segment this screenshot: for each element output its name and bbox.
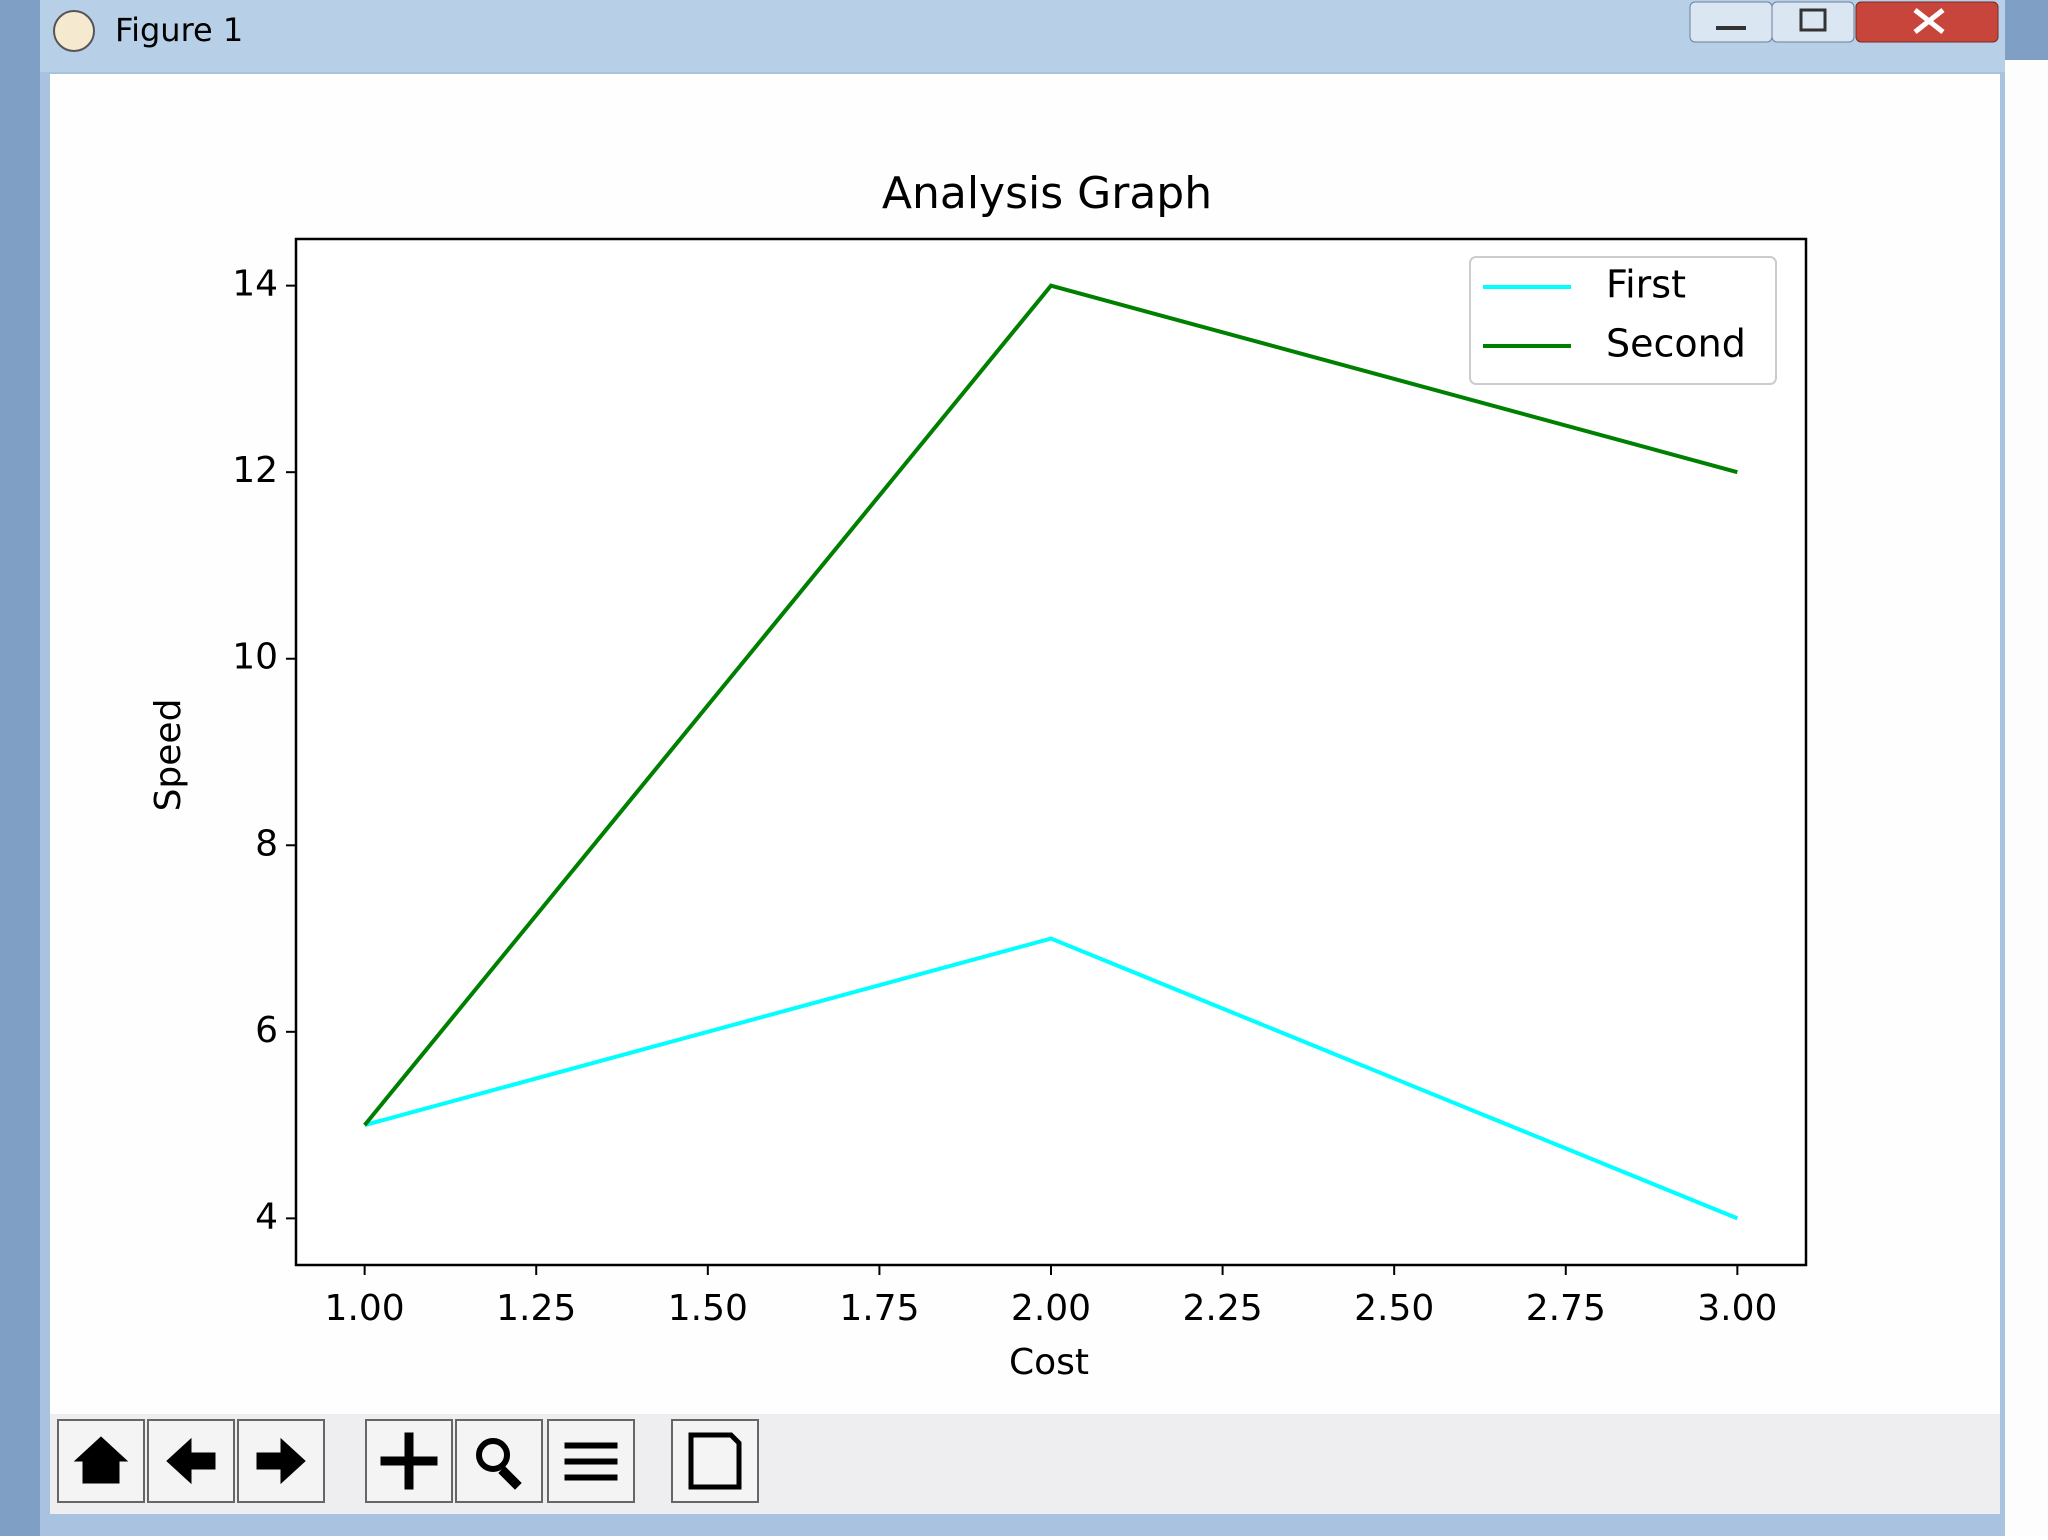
- toolbar: [50, 1414, 2000, 1514]
- x-tick-label: 1.25: [496, 1288, 576, 1329]
- home-icon: [73, 1436, 129, 1484]
- x-tick-label: 2.00: [1011, 1288, 1091, 1329]
- configure-icon: [564, 1442, 618, 1481]
- y-tick-label: 6: [255, 1010, 278, 1051]
- minimize-button[interactable]: [1689, 1, 1773, 43]
- save-icon: [688, 1432, 742, 1490]
- y-tick-label: 10: [232, 637, 278, 678]
- maximize-button[interactable]: [1771, 1, 1855, 43]
- zoom-icon: [498, 1466, 522, 1490]
- close-icon: [1913, 8, 1945, 34]
- title-bar: [40, 0, 2005, 72]
- app-icon: [53, 10, 95, 52]
- line: [363, 283, 1738, 1127]
- x-tick-label: 2.50: [1354, 1288, 1434, 1329]
- maximize-icon: [1799, 8, 1827, 32]
- zoom-button[interactable]: [455, 1419, 543, 1503]
- x-axis-label: Cost: [1009, 1342, 1089, 1383]
- window-title: Figure 1: [115, 11, 243, 49]
- chart-title: Analysis Graph: [882, 168, 1212, 219]
- x-tick-label: 3.00: [1697, 1288, 1777, 1329]
- background-window: [2005, 60, 2048, 1536]
- x-tick-label: 1.50: [668, 1288, 748, 1329]
- y-tick-label: 4: [255, 1196, 278, 1237]
- x-tick-label: 2.75: [1526, 1288, 1606, 1329]
- plot: Analysis Graph Cost Speed 4 6 8 10 12 14 1.00 1…: [148, 168, 1808, 1383]
- plot-area: [294, 237, 1808, 1267]
- y-tick-label: 14: [232, 264, 278, 305]
- y-tick-label: 12: [232, 450, 278, 491]
- back-icon: [166, 1437, 216, 1485]
- legend: First Second: [1469, 256, 1777, 385]
- save-button[interactable]: [671, 1419, 759, 1503]
- toolbar-buttons: [57, 1419, 759, 1503]
- x-tick-label: 1.00: [325, 1288, 405, 1329]
- y-axis-label: Speed: [148, 699, 189, 812]
- x-tick-label: 1.75: [839, 1288, 919, 1329]
- line: [364, 936, 1739, 1221]
- y-tick-label: 8: [255, 823, 278, 864]
- legend-label: First: [1606, 263, 1686, 307]
- pan-icon: [380, 1432, 438, 1490]
- legend-label: Second: [1606, 322, 1746, 366]
- x-tick-label: 2.25: [1183, 1288, 1263, 1329]
- forward-icon: [256, 1437, 306, 1485]
- zoom-lens: [476, 1438, 510, 1472]
